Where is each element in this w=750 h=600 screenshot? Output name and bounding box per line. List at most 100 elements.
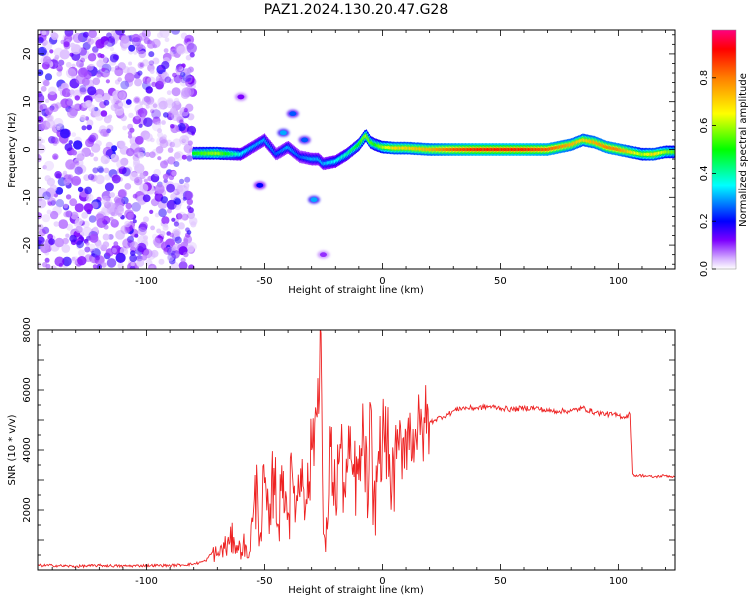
- noise-speckle: [166, 90, 172, 96]
- noise-speckle: [171, 249, 180, 259]
- noise-speckle: [176, 213, 183, 220]
- noise-speckle: [126, 166, 133, 173]
- noise-speckle: [92, 226, 99, 233]
- noise-speckle: [137, 242, 147, 253]
- noise-speckle: [149, 266, 155, 269]
- noise-speckle: [85, 99, 93, 107]
- spectrogram-x-axis-label: Height of straight line (km): [288, 285, 424, 296]
- noise-speckle: [48, 136, 56, 144]
- noise-speckle: [183, 251, 189, 258]
- noise-speckle: [128, 61, 133, 66]
- noise-speckle: [91, 143, 101, 153]
- noise-speckle: [54, 256, 65, 267]
- noise-speckle: [184, 190, 194, 200]
- colorbar: 0.0 0.2 0.4 0.6 0.8 Normalized spectral ampl…: [699, 29, 749, 277]
- noise-speckle: [63, 203, 69, 209]
- noise-speckle: [69, 234, 77, 243]
- noise-speckle: [47, 197, 57, 207]
- y-tick-label: 20: [22, 48, 33, 61]
- noise-speckle: [107, 114, 113, 119]
- noise-speckle: [132, 219, 137, 224]
- noise-speckle: [117, 212, 123, 217]
- noise-speckle: [179, 178, 185, 184]
- noise-speckle: [139, 183, 149, 193]
- noise-speckle: [73, 164, 84, 175]
- noise-speckle: [61, 244, 71, 253]
- noise-speckle: [87, 173, 95, 181]
- noise-speckle: [84, 186, 92, 195]
- noise-speckle: [83, 203, 93, 213]
- noise-speckle: [80, 114, 87, 121]
- noise-speckle: [38, 154, 41, 160]
- noise-speckle: [72, 32, 84, 44]
- noise-speckle: [185, 131, 193, 139]
- x-tick-label: 50: [494, 276, 507, 287]
- noise-speckle: [96, 165, 104, 173]
- noise-speckle: [138, 123, 143, 128]
- noise-speckle: [149, 69, 155, 74]
- spectrogram-blob-layer: [234, 92, 330, 259]
- noise-speckle: [134, 135, 144, 145]
- noise-speckle: [171, 246, 177, 252]
- noise-speckle: [131, 37, 141, 47]
- noise-speckle: [47, 201, 52, 206]
- noise-speckle: [103, 99, 110, 106]
- noise-speckle: [42, 191, 51, 200]
- noise-speckle: [38, 37, 44, 44]
- noise-speckle: [137, 151, 145, 159]
- noise-speckle: [150, 173, 160, 183]
- noise-speckle: [186, 244, 195, 253]
- noise-speckle: [163, 159, 169, 165]
- noise-speckle: [64, 143, 73, 152]
- noise-speckle: [120, 114, 127, 122]
- noise-speckle: [94, 94, 104, 103]
- noise-speckle: [171, 87, 181, 97]
- noise-speckle: [81, 125, 87, 131]
- noise-speckle: [100, 128, 109, 137]
- noise-speckle: [95, 242, 103, 249]
- noise-speckle: [122, 66, 130, 74]
- noise-speckle: [42, 226, 50, 234]
- spectral-blob: [289, 111, 297, 117]
- noise-speckle: [55, 187, 64, 195]
- noise-speckle: [182, 72, 192, 82]
- noise-speckle: [83, 71, 92, 80]
- noise-speckle: [179, 106, 190, 117]
- noise-speckle: [122, 125, 128, 131]
- noise-speckle: [87, 53, 97, 62]
- noise-speckle: [174, 203, 182, 211]
- noise-speckle: [165, 99, 175, 109]
- noise-speckle: [54, 171, 62, 179]
- noise-speckle: [176, 45, 186, 55]
- noise-speckle: [65, 68, 77, 79]
- noise-speckle: [137, 61, 145, 69]
- noise-speckle: [163, 247, 169, 253]
- noise-speckle: [111, 145, 118, 152]
- noise-speckle: [89, 132, 99, 142]
- noise-speckle: [110, 66, 116, 72]
- noise-speckle: [92, 77, 101, 86]
- noise-speckle: [177, 123, 186, 132]
- noise-speckle: [75, 161, 80, 166]
- noise-speckle: [125, 99, 132, 105]
- noise-speckle: [162, 173, 169, 180]
- x-tick-label: 100: [609, 576, 628, 587]
- noise-speckle: [175, 100, 180, 105]
- noise-speckle: [120, 80, 130, 90]
- noise-speckle: [114, 67, 124, 77]
- noise-speckle: [118, 140, 126, 148]
- noise-speckle: [38, 229, 46, 237]
- noise-speckle: [186, 230, 192, 235]
- noise-speckle: [173, 221, 179, 227]
- noise-speckle: [78, 249, 85, 257]
- noise-speckle: [87, 64, 94, 71]
- noise-speckle: [73, 103, 80, 110]
- x-tick-label: -100: [135, 576, 158, 587]
- noise-speckle: [44, 73, 53, 81]
- noise-speckle: [88, 215, 97, 223]
- noise-speckle: [178, 261, 188, 269]
- noise-speckle: [59, 49, 70, 60]
- noise-speckle: [89, 233, 99, 243]
- noise-speckle: [148, 51, 155, 58]
